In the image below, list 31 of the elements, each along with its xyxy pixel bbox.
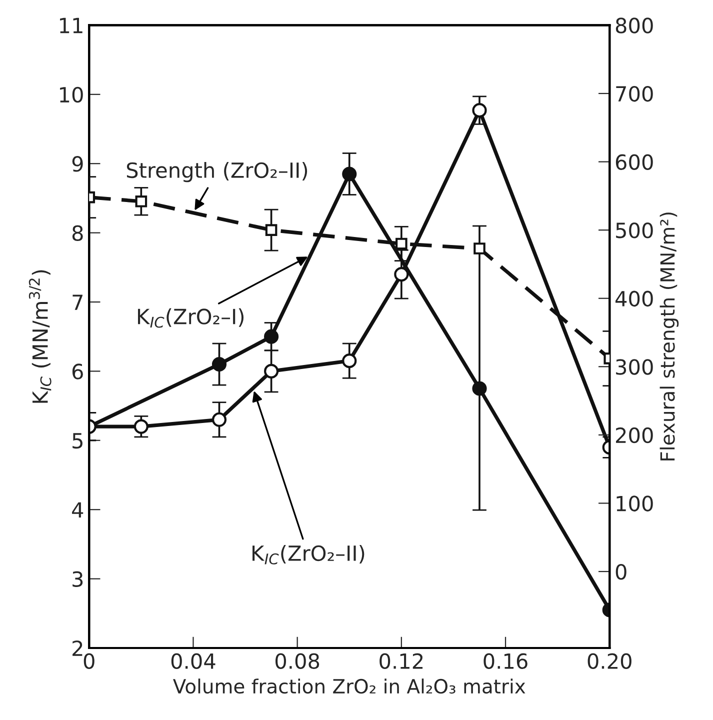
y-tick-label: 10 — [60, 86, 83, 103]
x-axis-title: Volume fraction ZrO₂ in Al₂O₃ matrix — [173, 678, 526, 694]
x-tick-label: 0.16 — [484, 653, 528, 669]
y-axis-title: K$_{IC}$ (MN/m$^{3/2}$) — [28, 270, 52, 403]
y-tick-label: 8 — [72, 225, 83, 242]
y-tick-label: 6 — [72, 364, 83, 380]
y-tick-label: 5 — [72, 433, 82, 449]
y2-tick-label: 500 — [616, 222, 653, 238]
y-tick-label: 3 — [72, 571, 83, 588]
y-tick-label: 9 — [72, 156, 83, 172]
y2-tick-label: 200 — [616, 427, 653, 444]
y-tick-label: 7 — [72, 294, 82, 310]
series-label: Strength (ZrO₂–II) — [126, 162, 308, 182]
x-tick-label: 0 — [84, 653, 94, 669]
text: K$_{IC}$(ZrO₂–II) — [252, 544, 364, 564]
y2-tick-label: 700 — [616, 86, 653, 102]
y2-tick-label: 100 — [616, 496, 653, 512]
y2-tick-label: 600 — [616, 154, 653, 170]
y-tick-label: 11 — [60, 18, 82, 34]
series-label: K$_{IC}$(ZrO₂–I) — [138, 308, 244, 328]
y2-tick-label: 400 — [615, 290, 653, 307]
y-tick-label: 2 — [72, 640, 82, 656]
x-tick-label: 0.08 — [276, 653, 320, 669]
y2-tick-label: 0 — [616, 564, 626, 580]
y2-tick-label: 300 — [616, 359, 653, 375]
x-tick-label: 0.20 — [588, 653, 632, 669]
y2-axis-title: Flexural strength (MN/m²) — [660, 212, 679, 460]
x-tick-label: 0.04 — [171, 653, 216, 669]
x-tick-label: 0.12 — [380, 653, 423, 669]
y-tick-label: 4 — [72, 502, 84, 518]
y2-tick-label: 800 — [616, 18, 653, 34]
